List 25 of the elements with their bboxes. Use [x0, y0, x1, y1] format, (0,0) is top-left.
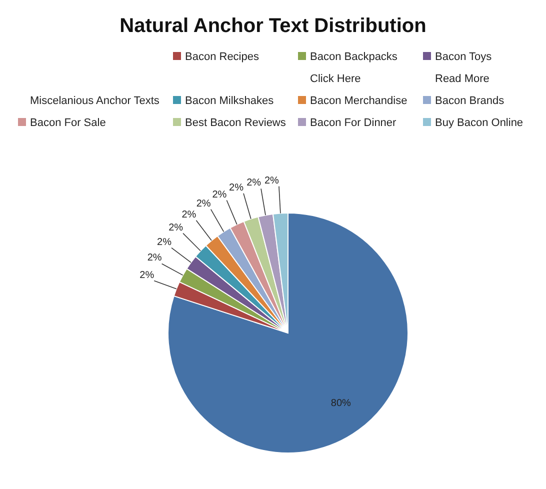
- legend-label: Bacon For Sale: [30, 117, 106, 129]
- legend-label: Buy Bacon Online: [435, 117, 524, 129]
- data-label: 2%: [212, 189, 227, 200]
- legend-label: Bacon Backpacks: [310, 51, 398, 63]
- data-label: 2%: [147, 252, 162, 264]
- data-label: 2%: [182, 209, 196, 220]
- legend-label: Best Bacon Reviews: [185, 117, 286, 129]
- category-label: Read More: [435, 73, 490, 85]
- data-label: 80%: [330, 398, 352, 409]
- legend-label: Bacon For Dinner: [310, 117, 397, 129]
- data-label: 2%: [196, 198, 211, 210]
- legend-label: Bacon Toys: [435, 51, 492, 63]
- category-label: Miscelanious Anchor Texts: [30, 95, 160, 107]
- legend-label: Bacon Recipes: [185, 51, 260, 63]
- legend-label: Bacon Merchandise: [310, 95, 408, 107]
- legend-label: Bacon Brands: [435, 95, 505, 107]
- data-label: 2%: [264, 175, 280, 186]
- data-label: 2%: [168, 222, 184, 234]
- data-label: 2%: [246, 178, 262, 189]
- category-label: Click Here: [310, 73, 361, 85]
- data-label: 2%: [229, 182, 244, 194]
- data-label: 2%: [140, 270, 154, 281]
- legend-label: Bacon Milkshakes: [185, 95, 274, 107]
- chart-title: Natural Anchor Text Distribution: [120, 15, 426, 37]
- data-label: 2%: [157, 236, 172, 248]
